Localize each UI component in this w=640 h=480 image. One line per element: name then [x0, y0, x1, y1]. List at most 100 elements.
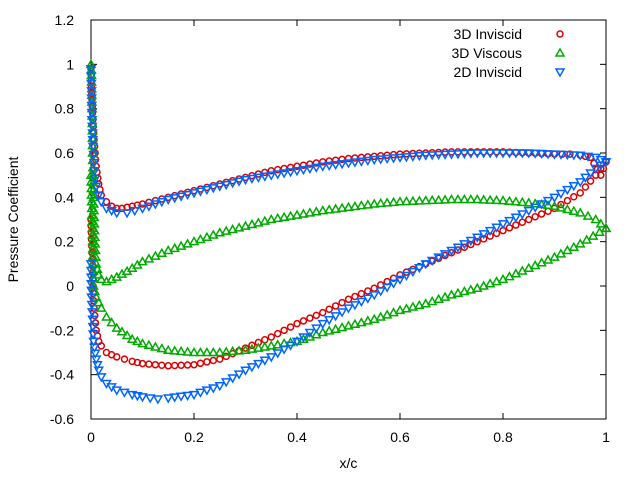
- data-point: [484, 278, 496, 288]
- data-point: [259, 356, 271, 366]
- data-point: [356, 297, 367, 308]
- data-point: [182, 391, 193, 401]
- x-tick-label: 0.4: [287, 429, 307, 445]
- data-point: [87, 315, 98, 325]
- data-point: [246, 218, 258, 229]
- data-point: [265, 340, 277, 350]
- data-point: [182, 346, 193, 356]
- data-point: [491, 194, 502, 205]
- x-tick-label: 0: [87, 429, 95, 445]
- data-point: [164, 362, 172, 370]
- data-point: [182, 238, 193, 248]
- data-point: [471, 149, 483, 159]
- data-point: [562, 185, 573, 196]
- data-point: [504, 149, 515, 159]
- data-point: [227, 179, 238, 189]
- data-point: [401, 195, 412, 206]
- data-point: [311, 163, 322, 173]
- legend: 3D Inviscid 3D Viscous 2D Inviscid: [451, 26, 566, 80]
- data-point: [285, 210, 296, 220]
- data-point: [375, 197, 386, 208]
- data-point: [214, 227, 226, 237]
- data-point: [137, 393, 148, 403]
- data-point: [446, 289, 457, 299]
- data-point: [357, 290, 366, 298]
- data-point: [196, 359, 205, 368]
- data-point: [101, 311, 112, 321]
- data-point: [484, 149, 496, 159]
- data-point: [86, 308, 98, 318]
- data-point: [518, 218, 527, 227]
- data-point: [362, 156, 374, 166]
- legend-label: 3D Inviscid: [454, 26, 522, 42]
- data-point: [240, 220, 251, 230]
- data-point: [465, 194, 477, 204]
- data-point: [170, 361, 179, 370]
- y-tick-label: 0.6: [55, 145, 75, 161]
- data-point: [323, 316, 335, 326]
- data-point: [504, 216, 515, 227]
- data-point: [517, 210, 528, 220]
- legend-label: 2D Inviscid: [454, 64, 522, 80]
- x-tick-label: 0.2: [184, 429, 204, 445]
- data-point: [90, 182, 102, 192]
- data-point: [563, 196, 572, 205]
- data-point: [88, 158, 100, 169]
- data-point: [86, 280, 97, 290]
- data-point: [311, 206, 322, 216]
- data-point: [298, 208, 309, 218]
- data-point: [433, 194, 444, 204]
- data-point: [517, 196, 528, 207]
- data-point: [426, 256, 438, 267]
- data-point: [319, 308, 327, 317]
- data-point: [590, 213, 601, 224]
- data-point: [467, 240, 475, 249]
- data-point: [568, 151, 580, 161]
- data-point: [311, 324, 322, 334]
- data-point: [233, 370, 245, 380]
- data-point: [227, 374, 238, 384]
- data-point: [414, 263, 425, 274]
- data-point: [557, 200, 565, 209]
- data-point: [195, 346, 206, 357]
- data-point: [216, 355, 224, 363]
- data-point: [388, 154, 399, 164]
- data-point: [150, 200, 161, 210]
- data-point: [86, 286, 97, 296]
- data-point: [343, 320, 354, 330]
- data-point: [233, 345, 245, 355]
- data-point: [330, 160, 341, 171]
- data-point: [86, 79, 97, 90]
- data-point: [471, 233, 483, 243]
- data-point: [272, 170, 283, 180]
- data-point: [253, 217, 264, 227]
- data-point: [478, 194, 489, 204]
- axis-ticks: 0 0.2 0.4 0.6 0.8 1 -0.6 -0.4 -0.2 0 0.2 0.4 0.6 0.8 1…: [50, 12, 610, 445]
- data-point: [278, 169, 290, 179]
- data-point: [549, 193, 560, 203]
- data-point: [585, 169, 596, 179]
- data-point: [158, 361, 166, 369]
- data-point: [574, 207, 586, 217]
- data-point: [478, 280, 489, 290]
- data-point: [362, 199, 374, 209]
- data-point: [465, 284, 477, 294]
- data-point: [265, 213, 277, 224]
- data-point: [214, 346, 226, 357]
- data-point: [356, 157, 367, 167]
- data-point: [120, 355, 129, 363]
- data-point: [439, 150, 451, 160]
- data-point: [471, 282, 483, 292]
- data-point: [89, 349, 101, 359]
- data-point: [452, 194, 464, 204]
- data-point: [201, 346, 213, 357]
- data-point: [381, 154, 393, 165]
- data-point: [523, 206, 535, 217]
- legend-label: 3D Viscous: [451, 45, 522, 61]
- data-point: [343, 304, 354, 314]
- x-tick-label: 0.8: [493, 429, 513, 445]
- data-point: [220, 180, 232, 191]
- data-point: [113, 353, 121, 361]
- data-point: [510, 213, 522, 223]
- data-point: [362, 294, 374, 304]
